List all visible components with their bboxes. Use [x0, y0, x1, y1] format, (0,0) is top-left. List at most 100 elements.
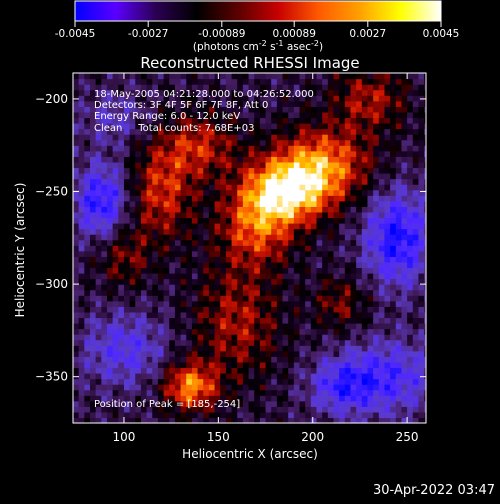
heatmap-cell: [316, 334, 323, 341]
heatmap-cell: [271, 356, 278, 363]
heatmap-cell: [288, 345, 295, 352]
heatmap-cell: [282, 273, 289, 280]
heatmap-cell: [327, 206, 335, 213]
heatmap-cell: [129, 106, 136, 113]
heatmap-cell: [248, 417, 255, 424]
heatmap-cell: [84, 111, 91, 119]
heatmap-cell: [220, 123, 227, 130]
heatmap-cell: [310, 350, 318, 357]
heatmap-cell: [424, 184, 427, 191]
heatmap-cell: [299, 150, 306, 157]
heatmap-cell: [106, 206, 114, 213]
heatmap-cell: [322, 417, 329, 424]
heatmap-cell: [89, 323, 97, 330]
heatmap-cell: [169, 89, 176, 96]
heatmap-cell: [310, 178, 318, 185]
heatmap-cell: [424, 256, 427, 263]
heatmap-cell: [157, 195, 165, 202]
heatmap-cell: [135, 134, 142, 141]
heatmap-cell: [89, 78, 97, 85]
heatmap-cell: [339, 200, 346, 207]
heatmap-cell: [367, 289, 374, 296]
heatmap-cell: [412, 78, 420, 85]
heatmap-cell: [242, 178, 250, 185]
heatmap-cell: [333, 89, 340, 96]
heatmap-cell: [407, 178, 414, 185]
heatmap-cell: [112, 367, 119, 374]
heatmap-cell: [186, 300, 193, 307]
heatmap-cell: [118, 195, 125, 202]
heatmap-cell: [344, 339, 352, 346]
heatmap-cell: [135, 234, 142, 241]
heatmap-cell: [356, 300, 363, 307]
heatmap-cell: [424, 278, 427, 285]
heatmap-cell: [265, 139, 272, 146]
heatmap-cell: [203, 211, 210, 219]
heatmap-cell: [89, 395, 97, 402]
heatmap-cell: [424, 323, 427, 330]
heatmap-cell: [146, 73, 153, 80]
heatmap-cell: [203, 145, 210, 152]
heatmap-cell: [237, 300, 244, 307]
heatmap-cell: [259, 89, 267, 96]
heatmap-cell: [112, 389, 119, 396]
heatmap-cell: [191, 284, 199, 291]
heatmap-cell: [135, 156, 142, 163]
heatmap-cell: [305, 228, 312, 235]
heatmap-cell: [390, 145, 397, 152]
heatmap-cell: [180, 406, 187, 413]
heatmap-cell: [412, 261, 420, 269]
heatmap-cell: [203, 173, 210, 180]
heatmap-cell: [208, 189, 216, 196]
heatmap-cell: [288, 206, 295, 213]
heatmap-cell: [424, 289, 427, 296]
heatmap-cell: [322, 150, 329, 157]
heatmap-cell: [174, 156, 182, 163]
heatmap-cell: [73, 100, 80, 107]
heatmap-cell: [78, 350, 85, 357]
heatmap-cell: [208, 123, 216, 130]
heatmap-cell: [361, 345, 369, 352]
heatmap-cell: [276, 317, 284, 324]
heatmap-cell: [169, 195, 176, 202]
heatmap-cell: [78, 156, 85, 163]
heatmap-cell: [378, 123, 386, 130]
heatmap-cell: [395, 106, 403, 113]
heatmap-cell: [84, 150, 91, 157]
heatmap-cell: [220, 189, 227, 196]
heatmap-cell: [276, 378, 284, 385]
heatmap-cell: [191, 273, 199, 280]
heatmap-cell: [208, 328, 216, 335]
heatmap-cell: [106, 200, 114, 207]
heatmap-cell: [89, 73, 97, 80]
heatmap-cell: [288, 95, 295, 102]
heatmap-cell: [344, 89, 352, 96]
heatmap-cell: [276, 334, 284, 341]
heatmap-cell: [208, 284, 216, 291]
heatmap-cell: [78, 145, 85, 152]
heatmap-cell: [89, 278, 97, 285]
heatmap-cell: [316, 406, 323, 413]
heatmap-cell: [248, 289, 255, 296]
heatmap-cell: [242, 245, 250, 252]
heatmap-cell: [180, 106, 187, 113]
heatmap-cell: [191, 345, 199, 352]
heatmap-cell: [248, 389, 255, 396]
heatmap-cell: [197, 273, 204, 280]
heatmap-cell: [401, 134, 408, 141]
heatmap-cell: [367, 189, 374, 196]
heatmap-cell: [78, 417, 85, 424]
heatmap-cell: [146, 378, 153, 385]
heatmap-cell: [310, 284, 318, 291]
heatmap-cell: [276, 106, 284, 113]
heatmap-cell: [418, 111, 425, 119]
heatmap-cell: [84, 400, 91, 407]
heatmap-cell: [384, 306, 391, 313]
heatmap-cell: [214, 239, 221, 246]
heatmap-cell: [322, 73, 329, 80]
heatmap-cell: [390, 256, 397, 263]
heatmap-cell: [259, 384, 267, 391]
heatmap-cell: [163, 278, 170, 285]
heatmap-cell: [271, 339, 278, 346]
heatmap-cell: [157, 306, 165, 313]
